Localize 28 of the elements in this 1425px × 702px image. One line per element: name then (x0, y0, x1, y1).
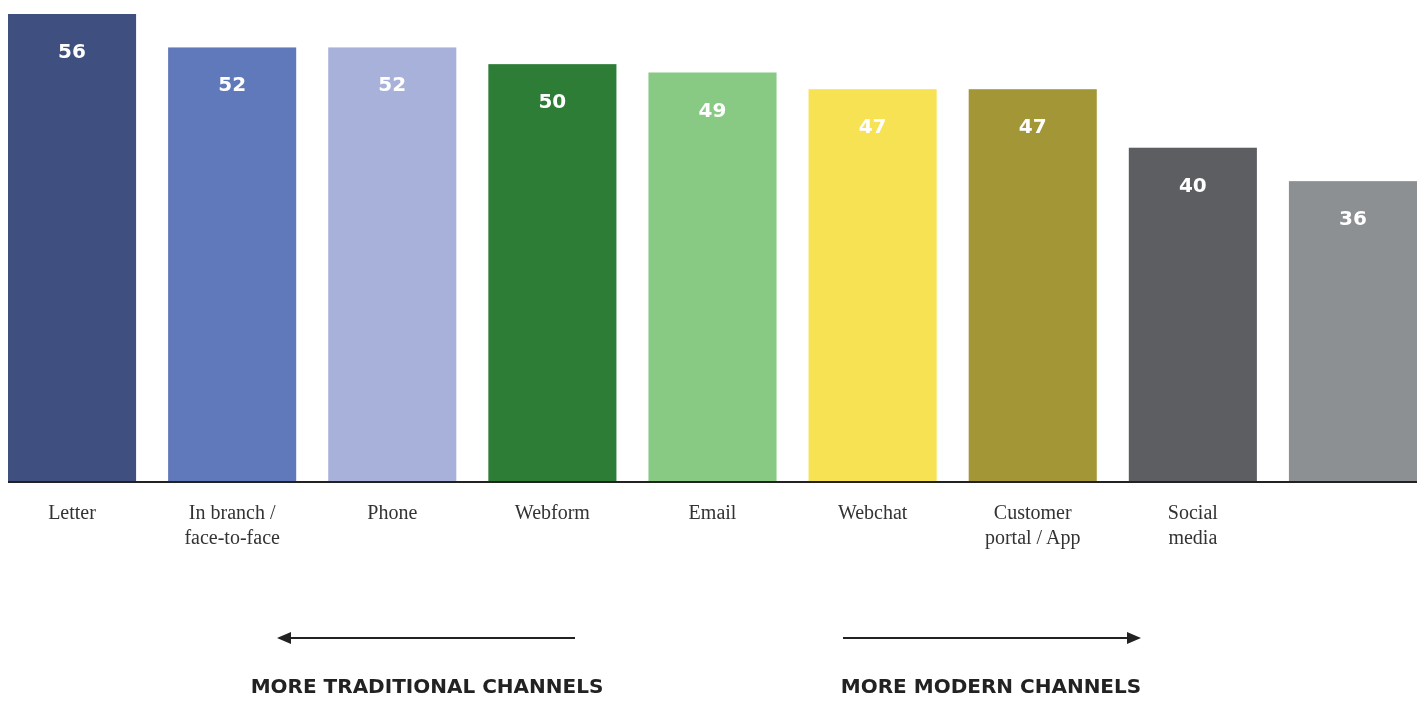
data-label: 52 (218, 72, 247, 97)
bar (8, 14, 137, 482)
x-tick-label: Customer portal / App (984, 501, 1081, 549)
data-label: 52 (378, 72, 407, 97)
bar (968, 89, 1097, 482)
bar (648, 72, 777, 482)
bar (328, 47, 457, 482)
data-label: 50 (538, 89, 567, 114)
x-tick-label: Webform (514, 501, 591, 523)
text: MORE MODERN CHANNELS (840, 674, 1142, 698)
x-tick-label: Letter (48, 501, 97, 523)
data-label: 36 (1339, 206, 1367, 231)
bar (168, 47, 297, 482)
data-label: 49 (698, 97, 727, 122)
x-tick-label: Social media (1167, 501, 1219, 548)
x-tick-label: Webchat (837, 501, 908, 523)
data-label: 47 (858, 114, 887, 139)
text: MORE TRADITIONAL CHANNELS (250, 674, 604, 698)
data-label: 47 (1018, 114, 1047, 139)
x-tick-label: Phone (367, 501, 418, 523)
x-tick-label: Email (688, 501, 737, 523)
data-label: 56 (58, 39, 86, 63)
bar (808, 89, 937, 482)
data-label: 40 (1178, 172, 1207, 197)
bar (1288, 181, 1417, 482)
x-tick-label: In branch / face-to-face (184, 501, 281, 548)
bar (1128, 147, 1257, 482)
bar (488, 64, 617, 482)
